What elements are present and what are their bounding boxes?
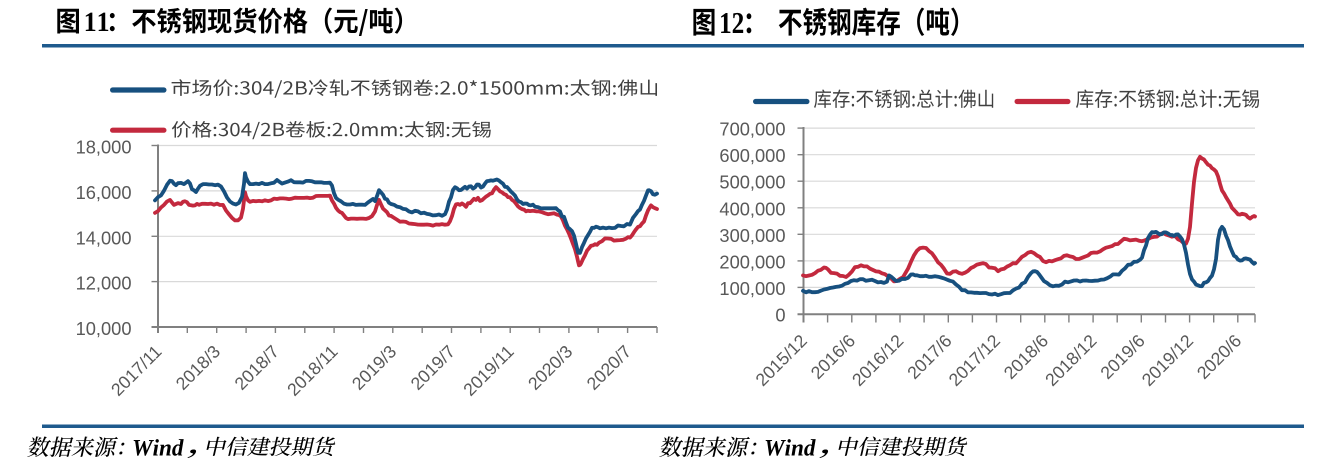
svg-text:14,000: 14,000 (76, 227, 132, 248)
svg-text:300,000: 300,000 (719, 225, 785, 246)
svg-text:700,000: 700,000 (719, 119, 785, 140)
svg-text:200,000: 200,000 (719, 251, 785, 272)
svg-text:0: 0 (775, 305, 785, 326)
svg-text:400,000: 400,000 (719, 198, 785, 219)
svg-text:500,000: 500,000 (719, 172, 785, 193)
svg-text:12,000: 12,000 (76, 273, 132, 294)
svg-text:16,000: 16,000 (76, 182, 132, 203)
svg-text:600,000: 600,000 (719, 145, 785, 166)
svg-text:100,000: 100,000 (719, 278, 785, 299)
svg-text:18,000: 18,000 (76, 137, 132, 158)
svg-text:10,000: 10,000 (76, 318, 132, 339)
